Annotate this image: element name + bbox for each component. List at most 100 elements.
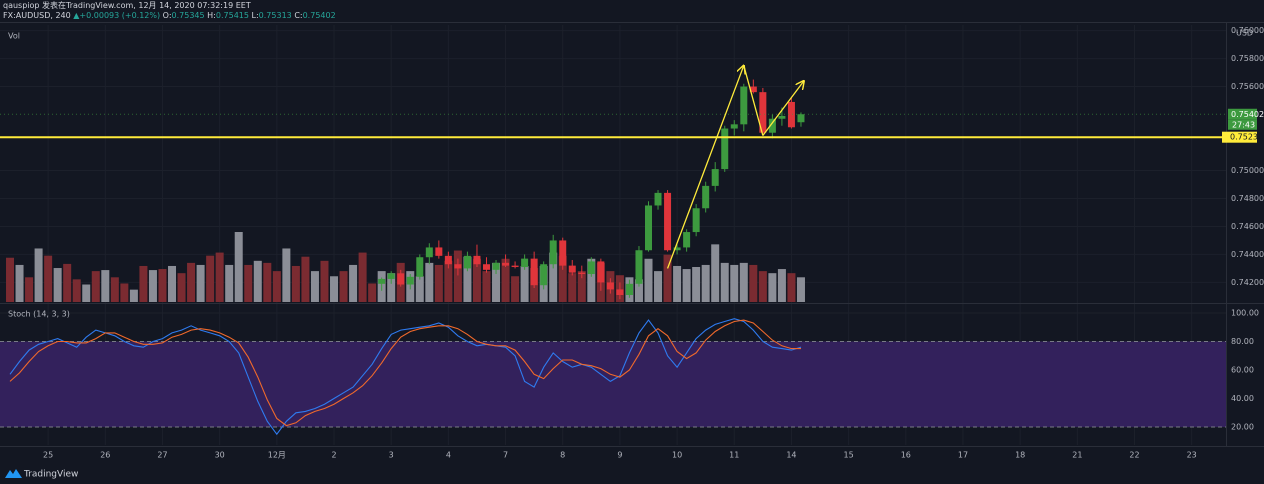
x-tick-label: 30	[215, 451, 225, 460]
volume-bar	[501, 258, 510, 302]
countdown-label: 27:43	[1232, 120, 1255, 129]
x-tick-label: 3	[389, 451, 394, 460]
volume-bar	[720, 262, 729, 302]
volume-bar	[25, 277, 34, 302]
x-tick-label: 2	[331, 451, 336, 460]
volume-bar	[148, 270, 157, 302]
volume-bar	[168, 265, 177, 302]
candle-body	[416, 257, 424, 277]
candle-body	[625, 283, 633, 296]
volume-bar	[6, 257, 15, 302]
stoch-title: Stoch (14, 3, 3)	[8, 310, 70, 319]
header: qauspiop 发表在TradingView.com, 12月 14, 202…	[3, 1, 336, 21]
volume-bar	[472, 258, 481, 302]
volume-bar	[434, 264, 443, 302]
volume-bar	[692, 267, 701, 302]
volume-bar	[453, 250, 462, 302]
volume-bar	[91, 271, 100, 302]
symbol-line: FX:AUDUSD, 240 ▲+0.00093 (+0.12%) O:0.75…	[3, 11, 336, 21]
candle-body	[740, 86, 748, 125]
candle-body	[559, 240, 567, 266]
x-tick-label: 26	[100, 451, 110, 460]
brand-logo	[5, 469, 22, 478]
x-tick-label: 4	[446, 451, 451, 460]
trend-arrow	[762, 81, 804, 136]
x-tick-label: 21	[1072, 451, 1082, 460]
candle-body	[616, 289, 624, 296]
x-tick-label: 14	[786, 451, 796, 460]
volume-bar	[796, 277, 805, 302]
volume-bar	[758, 271, 767, 302]
footer-bar	[0, 462, 1264, 484]
trend-arrow	[743, 65, 764, 136]
change-arrow: ▲	[73, 11, 80, 20]
x-tick-label: 25	[43, 451, 53, 460]
volume-bar	[463, 256, 472, 302]
volume-bar	[444, 260, 453, 302]
candle-body	[578, 272, 586, 275]
volume-bar	[272, 271, 281, 302]
candle-body	[492, 262, 500, 270]
volume-bar	[320, 260, 329, 302]
hline-box	[1222, 131, 1257, 143]
candle-body	[692, 208, 700, 233]
volume-bar	[158, 269, 167, 302]
y-tick-label: 0.75000	[1231, 166, 1264, 175]
volume-bar	[425, 262, 434, 302]
open-label: O:	[162, 11, 172, 20]
y-tick-label: 0.75600	[1231, 82, 1264, 91]
volume-bar	[34, 248, 43, 302]
candle-body	[664, 192, 672, 251]
y-tick-label: 20.00	[1231, 423, 1254, 432]
volume-bar	[739, 262, 748, 302]
stoch-line	[9, 319, 801, 427]
volume-bar	[787, 273, 796, 302]
volume-bar	[120, 283, 129, 302]
x-tick-label: 12月	[268, 451, 286, 460]
x-tick-label: 16	[901, 451, 911, 460]
volume-bar	[511, 276, 520, 302]
candle-body	[759, 92, 767, 133]
candle-body	[521, 258, 529, 268]
candle-body	[378, 278, 386, 284]
close-value: 0.75402	[302, 11, 336, 20]
candle-body	[711, 169, 719, 186]
axes: Vol Stoch (14, 3, 3) USD	[0, 22, 1264, 447]
y-tick-label: 100.00	[1231, 308, 1259, 317]
close-label: C:	[294, 11, 303, 20]
y-tick-label: 0.74400	[1231, 250, 1264, 259]
candle-body	[797, 114, 805, 123]
x-tick-label: 7	[503, 451, 508, 460]
candle-body	[568, 265, 576, 273]
x-tick-label: 11	[729, 451, 739, 460]
candle-body	[511, 265, 519, 268]
candle-body	[702, 185, 710, 209]
volume-bar	[415, 276, 424, 302]
volume-bar	[263, 262, 272, 302]
volume-bar	[768, 273, 777, 302]
volume-bar	[349, 264, 358, 302]
candle-body	[749, 86, 757, 93]
volume-bar	[558, 255, 567, 302]
volume-bar	[520, 265, 529, 302]
volume-label: Vol	[8, 32, 20, 41]
volume-bar	[730, 264, 739, 302]
x-tick-label: 15	[844, 451, 854, 460]
stoch-line	[9, 318, 802, 436]
candle-body	[597, 261, 605, 283]
low-label: L:	[251, 11, 259, 20]
y-tick-label: 0.74200	[1231, 278, 1264, 287]
low-value: 0.75313	[258, 11, 292, 20]
volume-bar	[15, 264, 24, 302]
volume-bar	[244, 264, 253, 302]
candle-body	[721, 128, 729, 170]
candle-body	[768, 118, 776, 133]
candle-body	[463, 255, 471, 269]
band-fill	[0, 341, 1226, 428]
volume-bar	[339, 271, 348, 302]
candle-body	[482, 264, 490, 270]
candle-body	[530, 258, 538, 286]
price-panel	[0, 66, 1226, 302]
x-tick-label: 17	[958, 451, 968, 460]
